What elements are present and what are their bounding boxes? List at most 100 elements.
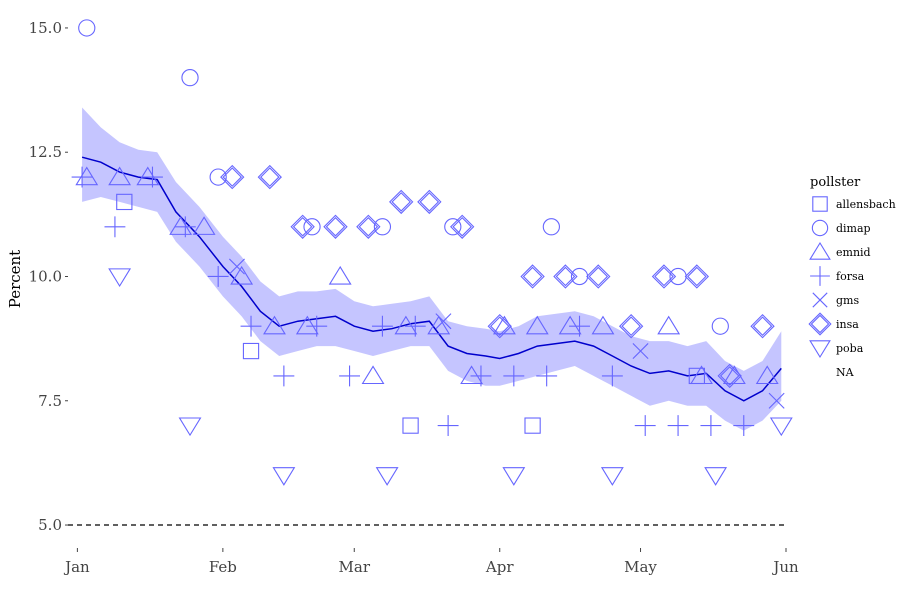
legend-label: forsa bbox=[836, 270, 865, 283]
point-poba bbox=[108, 268, 132, 288]
x-tick-label: Apr bbox=[485, 558, 514, 576]
point-dimap bbox=[373, 218, 392, 236]
point-insa bbox=[356, 214, 381, 239]
point-insa bbox=[553, 264, 578, 289]
point-insa bbox=[717, 363, 742, 389]
point-dimap bbox=[78, 19, 96, 37]
point-insa bbox=[750, 314, 775, 339]
point-forsa bbox=[700, 415, 722, 437]
x-tick-label: Feb bbox=[209, 558, 237, 576]
point-forsa bbox=[569, 315, 590, 337]
point-emnid bbox=[108, 166, 132, 186]
point-forsa bbox=[601, 365, 623, 387]
point-forsa bbox=[273, 365, 295, 387]
point-emnid bbox=[591, 315, 615, 335]
point-emnid bbox=[192, 216, 216, 235]
point-emnid bbox=[361, 365, 385, 385]
axes: 5.0 7.5 10.0 12.5 15.0 Jan Feb Mar Apr May Jun bbox=[29, 19, 799, 576]
point-allensbach bbox=[402, 417, 419, 434]
point-emnid bbox=[328, 265, 352, 285]
point-allensbach bbox=[242, 342, 260, 360]
point-dimap bbox=[303, 218, 321, 236]
x-tick-label: Mar bbox=[339, 558, 371, 576]
legend-item-allensbach: allensbach bbox=[812, 196, 896, 212]
point-forsa bbox=[437, 415, 459, 437]
point-forsa bbox=[142, 166, 163, 188]
series-insa bbox=[220, 164, 775, 389]
legend-label: insa bbox=[836, 318, 859, 331]
point-gms bbox=[632, 343, 649, 360]
point-emnid bbox=[657, 315, 681, 335]
point-forsa bbox=[667, 415, 689, 437]
legend-label: gms bbox=[836, 294, 859, 307]
point-gms bbox=[435, 313, 452, 330]
legend-item-gms: gms bbox=[812, 292, 859, 308]
y-tick-label: 12.5 bbox=[29, 143, 62, 161]
point-insa bbox=[450, 214, 475, 239]
legend-item-emnid: emnid bbox=[809, 241, 871, 260]
point-emnid bbox=[460, 365, 484, 385]
poll-points bbox=[71, 19, 793, 486]
point-insa bbox=[586, 264, 611, 289]
point-insa bbox=[520, 264, 545, 289]
legend: pollster allensbach dimap emnid forsa gms ins… bbox=[808, 175, 896, 379]
point-insa bbox=[684, 264, 710, 289]
point-insa bbox=[618, 314, 644, 339]
point-insa bbox=[220, 164, 245, 190]
y-tick-label: 10.0 bbox=[29, 267, 62, 285]
point-insa bbox=[323, 214, 348, 239]
legend-label: dimap bbox=[836, 222, 871, 235]
series-gms bbox=[228, 258, 785, 409]
confidence-band-area bbox=[82, 107, 782, 431]
point-dimap bbox=[711, 317, 729, 335]
point-emnid bbox=[755, 365, 779, 385]
point-forsa bbox=[306, 315, 328, 337]
point-allensbach bbox=[524, 417, 541, 434]
y-tick-label: 5.0 bbox=[38, 516, 62, 534]
point-poba bbox=[375, 467, 399, 486]
point-insa bbox=[290, 214, 315, 239]
point-forsa bbox=[207, 266, 229, 287]
legend-title: pollster bbox=[810, 175, 861, 190]
legend-label: allensbach bbox=[836, 198, 896, 211]
point-emnid bbox=[230, 265, 254, 285]
point-poba bbox=[272, 467, 296, 486]
point-insa bbox=[487, 314, 512, 339]
point-emnid bbox=[558, 315, 582, 335]
point-poba bbox=[600, 467, 624, 486]
point-gms bbox=[228, 258, 245, 275]
legend-item-poba: poba bbox=[809, 340, 864, 359]
point-emnid bbox=[263, 315, 286, 335]
y-tick-label: 15.0 bbox=[29, 19, 62, 37]
series-forsa bbox=[71, 166, 755, 437]
legend-key-poba bbox=[809, 340, 831, 359]
series-poba bbox=[108, 268, 793, 486]
point-dimap bbox=[209, 168, 227, 186]
point-poba bbox=[502, 467, 526, 486]
point-forsa bbox=[339, 365, 361, 387]
legend-key-forsa bbox=[810, 266, 830, 286]
point-emnid bbox=[394, 315, 418, 335]
point-gms bbox=[768, 392, 785, 409]
x-tick-label: Jan bbox=[63, 558, 90, 576]
point-forsa bbox=[733, 415, 755, 437]
point-forsa bbox=[104, 216, 126, 238]
legend-key-allensbach bbox=[812, 196, 828, 212]
point-emnid bbox=[427, 315, 451, 335]
legend-item-insa: insa bbox=[808, 312, 859, 336]
legend-label: emnid bbox=[836, 246, 871, 259]
series-dimap bbox=[78, 19, 729, 335]
point-dimap bbox=[181, 69, 199, 87]
point-poba bbox=[178, 417, 202, 437]
legend-key-emnid bbox=[809, 241, 831, 260]
point-forsa bbox=[470, 365, 492, 387]
point-forsa bbox=[634, 415, 656, 437]
legend-item-na: NA bbox=[836, 366, 855, 379]
point-poba bbox=[704, 467, 728, 486]
point-poba bbox=[769, 417, 793, 437]
legend-key-gms bbox=[812, 292, 828, 308]
point-dimap bbox=[542, 218, 560, 236]
legend-key-dimap bbox=[811, 219, 829, 237]
point-forsa bbox=[240, 315, 262, 337]
